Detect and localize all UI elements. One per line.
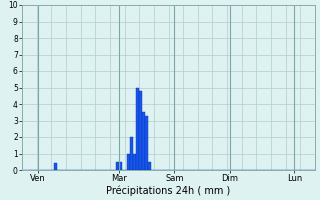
Bar: [116, 162, 119, 170]
Bar: [127, 154, 131, 170]
Bar: [145, 116, 148, 170]
Bar: [133, 154, 136, 170]
Bar: [119, 162, 122, 170]
Bar: [131, 137, 133, 170]
Bar: [139, 91, 142, 170]
Bar: [142, 112, 145, 170]
Bar: [148, 162, 151, 170]
X-axis label: Précipitations 24h ( mm ): Précipitations 24h ( mm ): [106, 186, 231, 196]
Bar: [54, 163, 57, 170]
Bar: [136, 88, 139, 170]
